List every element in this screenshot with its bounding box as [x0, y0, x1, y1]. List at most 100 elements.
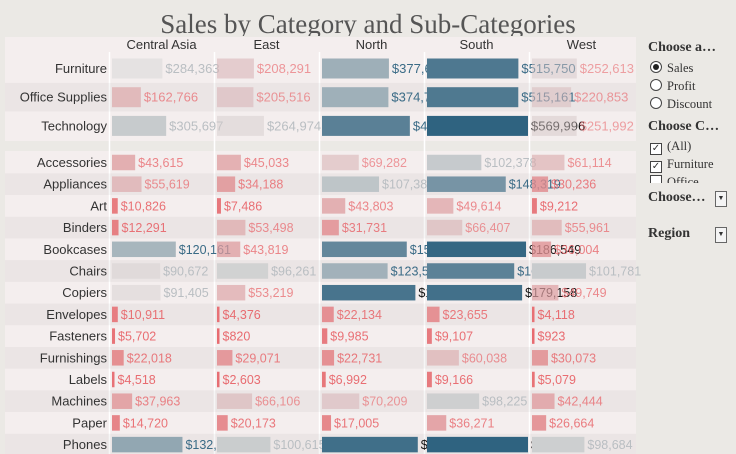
option-label: Discount — [667, 97, 713, 111]
subcategory-bar — [532, 219, 562, 236]
subcategory-value-label: $60,038 — [462, 351, 507, 365]
option-label: Sales — [667, 61, 694, 75]
measure-option-sales[interactable]: Sales — [650, 61, 693, 76]
subcategory-row-label: Binders — [63, 220, 108, 235]
measure-option-profit[interactable]: Profit — [650, 79, 695, 94]
subcategory-bar — [532, 328, 535, 344]
subcategory-value-label: $31,731 — [342, 221, 387, 235]
subcategory-bar — [217, 415, 228, 431]
category-bar — [322, 115, 410, 136]
subcategory-value-label: $101,781 — [589, 265, 641, 279]
measure-option-discount[interactable]: Discount — [650, 97, 712, 112]
subcategory-value-label: $66,106 — [255, 395, 300, 409]
subcategory-bar — [427, 241, 527, 258]
category-value-label: $305,697 — [169, 118, 223, 133]
radio-icon — [650, 79, 662, 91]
radio-selected-icon — [650, 61, 662, 73]
chevron-down-icon[interactable]: ▼ — [715, 191, 727, 207]
subcategory-bar — [322, 219, 339, 236]
subcategory-row-label: Chairs — [69, 264, 107, 279]
category-bar — [322, 87, 389, 108]
category-bar — [532, 115, 577, 136]
radio-icon — [650, 97, 662, 109]
subcategory-bar — [427, 284, 523, 301]
subcategory-value-label: $2,603 — [223, 373, 261, 387]
subcategory-row-label: Envelopes — [46, 307, 107, 322]
category-option-office[interactable]: Office — [650, 175, 699, 183]
subcategory-bar — [532, 284, 559, 301]
subcategory-bar — [322, 306, 334, 323]
subcategory-bar — [217, 219, 246, 236]
column-header: Central Asia — [126, 37, 197, 52]
subcategory-bar — [532, 350, 548, 366]
category-option-furniture[interactable]: ✓ Furniture — [650, 157, 714, 173]
subcategory-bar — [532, 176, 549, 192]
category-bar — [427, 87, 519, 108]
subcategory-bar — [112, 393, 133, 409]
subcategory-value-label: $96,261 — [271, 265, 316, 279]
subcategory-value-label: $36,271 — [449, 416, 494, 430]
category-bar — [532, 87, 572, 108]
subcategory-bar — [217, 176, 236, 192]
subcategory-bar — [427, 176, 506, 192]
subcategory-bar — [532, 306, 535, 323]
subcategory-bar — [427, 328, 432, 344]
subcategory-value-label: $17,005 — [334, 416, 379, 430]
subcategory-value-label: $923 — [538, 330, 566, 344]
subcategory-bar — [112, 219, 119, 236]
category-value-label: $251,992 — [580, 118, 634, 133]
category-value-label: $264,974 — [267, 118, 321, 133]
region-filter-label: Region — [648, 226, 690, 241]
subcategory-bar — [322, 328, 328, 344]
subcategory-value-label: $30,236 — [551, 178, 596, 192]
subcategory-bar — [532, 198, 537, 214]
category-bar — [217, 115, 264, 136]
subcategory-bar — [112, 198, 118, 214]
category-row-label: Furniture — [55, 61, 107, 76]
subcategory-value-label: $102,378 — [484, 156, 536, 170]
subcategory-bar — [322, 198, 346, 214]
subcategory-bar — [112, 241, 176, 258]
subcategory-value-label: $9,212 — [540, 199, 578, 213]
subcategory-row-label: Furnishings — [40, 350, 108, 365]
subcategory-row-label: Accessories — [37, 155, 108, 170]
subcategory-value-label: $53,219 — [248, 286, 293, 300]
category-value-label: $220,853 — [574, 90, 628, 105]
subcategory-bar — [427, 198, 454, 214]
measure-filter-title: Choose a… — [648, 40, 717, 55]
chart-title: Sales by Category and Sub-Categories — [160, 9, 576, 36]
checkbox-checked-icon: ✓ — [650, 161, 662, 173]
subcategory-value-label: $9,107 — [435, 330, 473, 344]
subcategory-bar — [532, 263, 587, 279]
subcategory-bar — [322, 371, 326, 388]
subcategory-row-label: Paper — [72, 415, 107, 430]
subcategory-bar — [112, 350, 124, 366]
option-label: Office — [667, 175, 699, 183]
subcategory-value-label: $4,376 — [223, 308, 261, 322]
subcategory-row-label: Phones — [63, 437, 108, 452]
category-option-all[interactable]: ✓ (All) — [650, 139, 691, 155]
category-filter-title: Choose C… — [648, 119, 720, 134]
subcategory-bar — [322, 263, 388, 279]
subcategory-value-label: $107,381 — [382, 178, 434, 192]
category-bar — [427, 115, 528, 136]
subcategory-bar — [322, 154, 359, 171]
subcategory-bar — [427, 415, 447, 431]
subcategory-bar — [217, 263, 269, 279]
subcategory-bar — [217, 371, 220, 388]
subcategory-bar — [217, 198, 221, 214]
subcategory-bar — [217, 350, 233, 366]
region-dropdown-button[interactable]: ▼ — [715, 227, 727, 243]
subcategory-row-label: Bookcases — [43, 242, 107, 257]
option-label: Profit — [667, 79, 696, 93]
subcategory-value-label: $98,225 — [482, 395, 527, 409]
subcategory-value-label: $55,961 — [565, 221, 610, 235]
subcategory-value-label: $37,963 — [135, 395, 180, 409]
subcategory-bar — [217, 284, 246, 301]
subcategory-bar — [427, 393, 480, 409]
option-label: (All) — [667, 139, 692, 153]
subcategory-value-label: $55,619 — [145, 178, 190, 192]
subcategory-value-label: $29,071 — [235, 351, 280, 365]
category-bar — [112, 87, 141, 108]
